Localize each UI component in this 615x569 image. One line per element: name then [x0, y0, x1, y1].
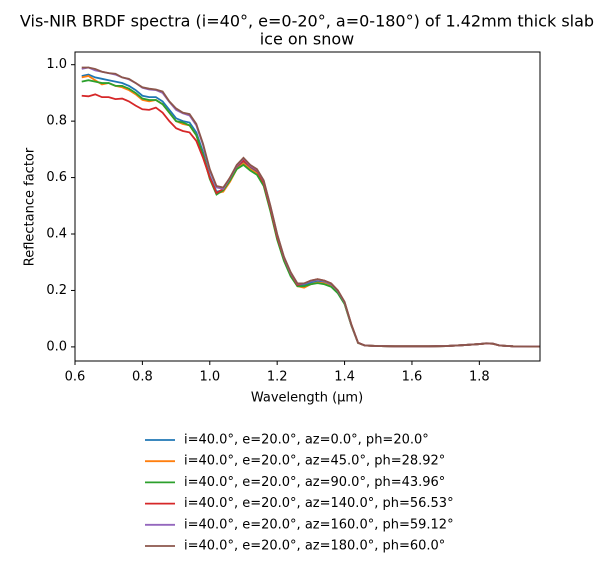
y-axis-label: Reflectance factor: [23, 147, 38, 266]
plot-frame: [74, 51, 541, 362]
legend-label: i=40.0°, e=20.0°, az=180.0°, ph=60.0°: [184, 539, 445, 554]
series-line: [81, 66, 540, 348]
legend-label: i=40.0°, e=20.0°, az=140.0°, ph=56.53°: [184, 496, 454, 511]
y-tick-label: 0.4: [46, 227, 67, 242]
series-line: [81, 73, 540, 348]
x-tick-label: 0.8: [132, 370, 153, 385]
y-tick-label: 1.0: [46, 57, 67, 72]
chart-title: ice on snow: [260, 30, 355, 49]
series-line: [81, 75, 540, 348]
legend-label: i=40.0°, e=20.0°, az=45.0°, ph=28.92°: [184, 454, 445, 469]
x-tick-label: 0.6: [65, 370, 86, 385]
x-tick-label: 1.0: [199, 370, 220, 385]
legend-label: i=40.0°, e=20.0°, az=0.0°, ph=20.0°: [184, 433, 429, 448]
series-line: [81, 93, 540, 348]
y-tick-label: 0.2: [46, 283, 67, 298]
y-tick-label: 0.8: [46, 114, 67, 129]
chart-title: Vis-NIR BRDF spectra (i=40°, e=0-20°, a=…: [20, 12, 594, 31]
x-tick-label: 1.2: [267, 370, 288, 385]
x-axis-label: Wavelength (μm): [251, 391, 363, 406]
x-tick-label: 1.8: [469, 370, 490, 385]
legend-label: i=40.0°, e=20.0°, az=160.0°, ph=59.12°: [184, 517, 454, 532]
x-tick-label: 1.6: [402, 370, 423, 385]
y-tick-label: 0.6: [46, 170, 67, 185]
y-tick-label: 0.0: [46, 339, 67, 354]
x-tick-label: 1.4: [334, 370, 355, 385]
legend-label: i=40.0°, e=20.0°, az=90.0°, ph=43.96°: [184, 475, 445, 490]
series-line: [81, 79, 540, 348]
